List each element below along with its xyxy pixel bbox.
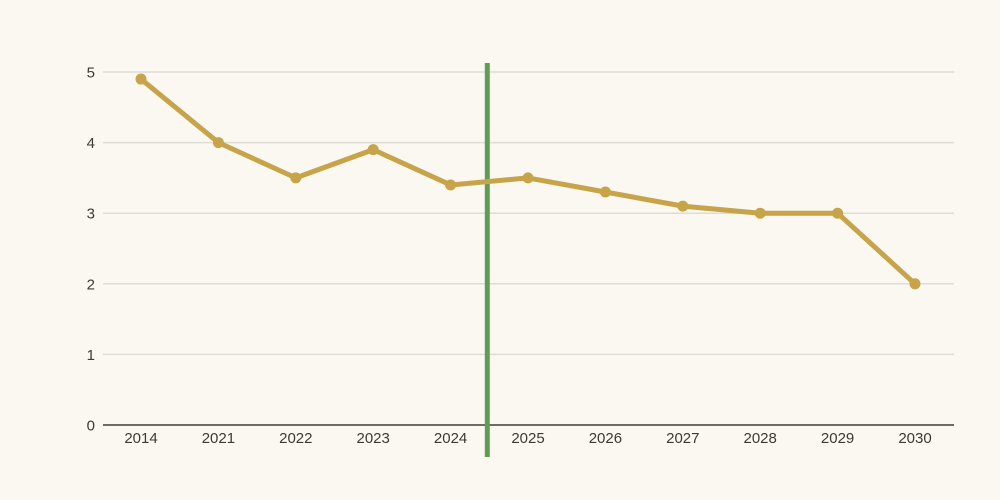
y-tick-label: 2 [87, 276, 95, 293]
x-tick-label: 2022 [279, 430, 312, 447]
y-tick-label: 3 [87, 206, 95, 223]
x-tick-label: 2026 [589, 430, 622, 447]
x-tick-label: 2030 [898, 430, 931, 447]
data-point [599, 186, 611, 198]
data-series [135, 73, 921, 290]
y-tick-label: 5 [87, 65, 95, 82]
x-tick-label: 2025 [511, 430, 544, 447]
y-tick-label: 0 [87, 418, 95, 435]
data-point [754, 207, 766, 219]
y-tick-label: 1 [87, 347, 95, 364]
y-axis-labels: 0 1 2 3 4 5 [87, 65, 95, 435]
x-tick-label: 2023 [357, 430, 390, 447]
gridlines [103, 71, 954, 426]
data-point [832, 207, 844, 219]
x-tick-label: 2024 [434, 430, 467, 447]
x-axis-labels: 2014 2021 2022 2023 2024 2025 2026 2027 2028 2029… [124, 430, 931, 447]
x-tick-label: 2014 [124, 430, 157, 447]
data-point [677, 200, 689, 212]
x-tick-label: 2027 [666, 430, 699, 447]
data-point [367, 144, 379, 156]
data-point [135, 73, 147, 85]
data-point [445, 179, 457, 191]
x-tick-label: 2021 [202, 430, 235, 447]
x-tick-label: 2029 [821, 430, 854, 447]
y-tick-label: 4 [87, 135, 95, 152]
x-tick-label: 2028 [744, 430, 777, 447]
data-point [522, 172, 534, 184]
data-point [909, 278, 921, 290]
data-point [212, 137, 224, 149]
data-point [290, 172, 302, 184]
